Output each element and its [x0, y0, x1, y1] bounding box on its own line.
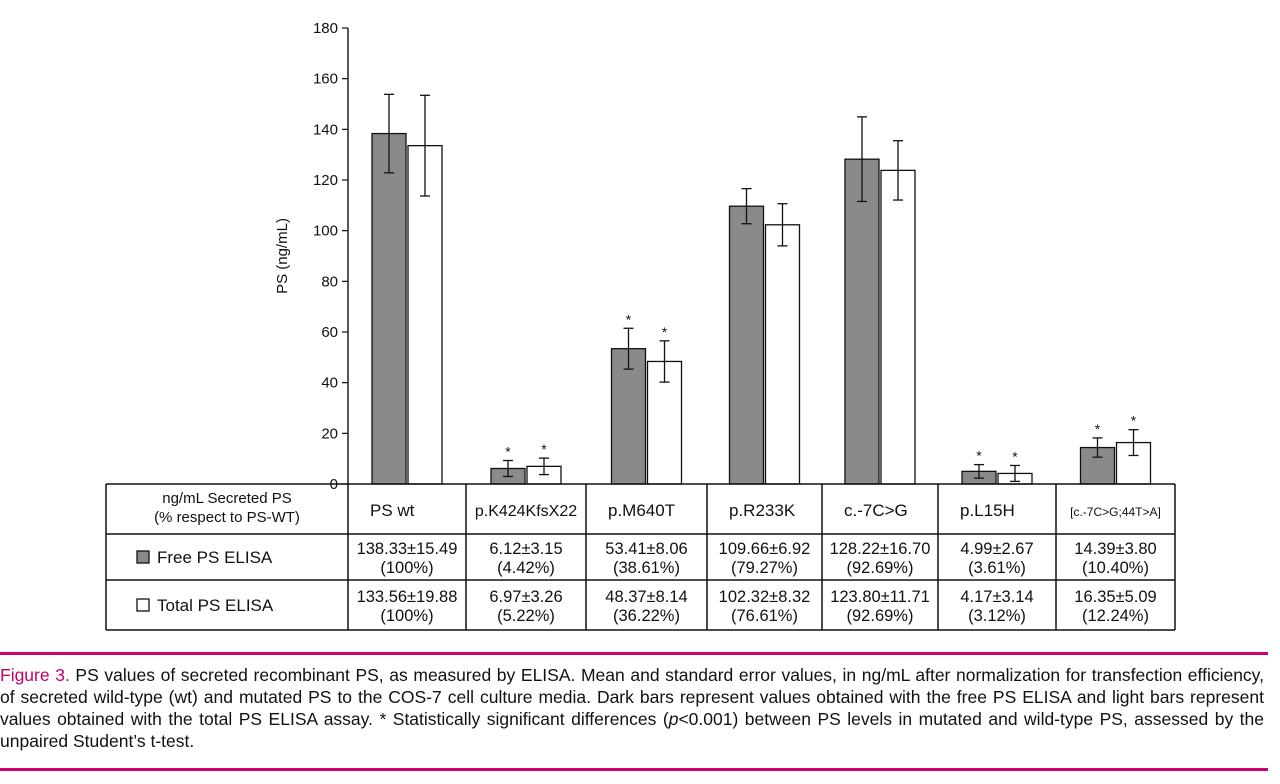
y-tick-label: 100 — [313, 223, 338, 240]
bar-free-ps — [371, 132, 407, 485]
y-tick-label: 140 — [313, 121, 338, 138]
table-cell-percent: (76.61%) — [731, 607, 798, 625]
bar-total-ps — [880, 169, 916, 485]
significance-star: * — [662, 324, 668, 340]
caption-top-rule — [0, 652, 1268, 655]
bar-total-ps — [764, 224, 801, 485]
y-tick-label: 40 — [321, 375, 338, 392]
table-cell-value: 4.99±2.67 — [960, 540, 1033, 558]
table-cell-percent: (100%) — [380, 559, 433, 577]
table-cell-value: 6.12±3.15 — [489, 540, 562, 558]
table-cell-value: 48.37±8.14 — [605, 588, 687, 606]
table-header-line2: (% respect to PS-WT) — [154, 509, 300, 526]
caption-text-part2: <0.001) between PS levels in mutated and… — [0, 709, 1265, 751]
legend-swatch-total — [136, 598, 150, 612]
table-column-header: p.R233K — [729, 501, 796, 520]
table-column-header: PS wt — [370, 501, 415, 520]
significance-star: * — [1131, 413, 1137, 429]
table-cell-percent: (100%) — [380, 607, 433, 625]
table-cell-value: 123.80±11.71 — [830, 588, 930, 606]
table-cell-value: 53.41±8.06 — [605, 540, 687, 558]
table-cell-percent: (10.40%) — [1082, 559, 1149, 577]
table-column-header: p.L15H — [960, 501, 1015, 520]
table-cell-percent: (12.24%) — [1082, 607, 1149, 625]
table-cell-percent: (3.12%) — [968, 607, 1026, 625]
table-cell-percent: (3.61%) — [968, 559, 1026, 577]
table-cell-value: 14.39±3.80 — [1074, 540, 1156, 558]
y-tick-label: 180 — [313, 20, 338, 37]
significance-star: * — [976, 448, 982, 464]
table-cell-value: 4.17±3.14 — [960, 588, 1033, 606]
table-cell-percent: (5.22%) — [497, 607, 555, 625]
table-cell-value: 138.33±15.49 — [357, 540, 458, 558]
table-cell-percent: (79.27%) — [731, 559, 798, 577]
y-tick-label: 160 — [313, 71, 338, 88]
table-column-header: [c.-7C>G;44T>A] — [1070, 505, 1161, 519]
bar-free-ps — [844, 158, 880, 485]
caption-bottom-rule — [0, 768, 1268, 771]
y-axis-label: PS (ng/mL) — [274, 218, 291, 294]
table-row-label: Total PS ELISA — [157, 596, 274, 615]
y-tick-label: 60 — [321, 324, 338, 341]
table-cell-value: 133.56±19.88 — [357, 588, 458, 606]
y-tick-label: 20 — [321, 425, 338, 442]
table-column-header: c.-7C>G — [844, 501, 908, 520]
table-column-header: p.M640T — [608, 501, 675, 520]
significance-star: * — [1095, 421, 1101, 437]
figure-label: Figure 3. — [0, 665, 70, 685]
table-column-header: p.K424KfsX22 — [475, 503, 577, 520]
significance-star: * — [1012, 448, 1018, 464]
bar-free-ps — [728, 205, 765, 485]
table-cell-value: 109.66±6.92 — [719, 540, 811, 558]
table-cell-value: 128.22±16.70 — [830, 540, 931, 558]
table-cell-percent: (92.69%) — [847, 559, 914, 577]
figure-caption: Figure 3. PS values of secreted recombin… — [0, 664, 1264, 752]
table-header-line1: ng/mL Secreted PS — [162, 490, 292, 507]
significance-star: * — [541, 441, 547, 457]
table-cell-percent: (92.69%) — [847, 607, 914, 625]
table-cell-value: 16.35±5.09 — [1074, 588, 1156, 606]
table-row-label: Free PS ELISA — [157, 548, 273, 567]
table-cell-value: 102.32±8.32 — [719, 588, 811, 606]
caption-text-part1: PS values of secreted recombinant PS, as… — [0, 665, 1264, 729]
table-cell-percent: (4.42%) — [497, 559, 555, 577]
bar-chart: 020406080100120140160180PS (ng/mL) *****… — [105, 20, 1176, 631]
table-cell-value: 6.97±3.26 — [489, 588, 562, 606]
table-cell-percent: (36.22%) — [613, 607, 680, 625]
caption-p-symbol: p — [668, 709, 679, 729]
bar-total-ps — [407, 144, 443, 485]
significance-star: * — [505, 444, 511, 460]
y-tick-label: 80 — [321, 273, 338, 290]
table-cell-percent: (38.61%) — [613, 559, 680, 577]
y-tick-label: 120 — [313, 172, 338, 189]
significance-star: * — [626, 311, 632, 327]
legend-swatch-free — [136, 550, 150, 564]
